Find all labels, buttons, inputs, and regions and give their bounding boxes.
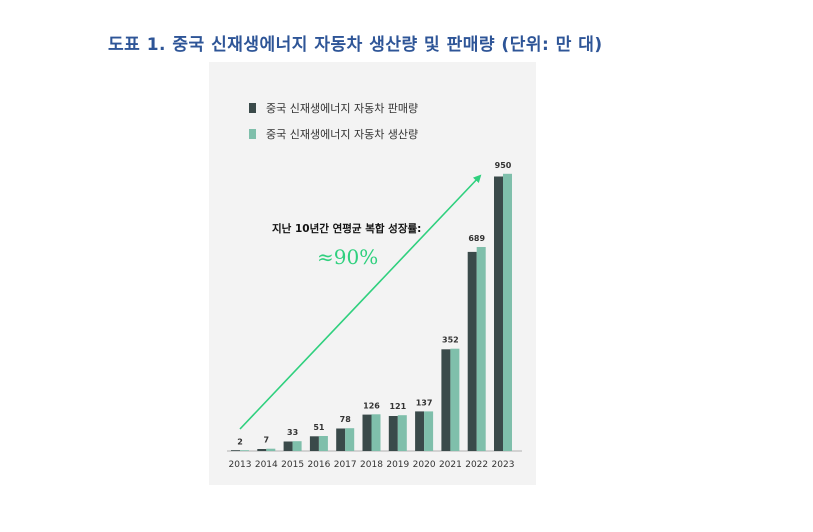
bar-production-2017 [345, 428, 355, 451]
x-tick-2022: 2022 [465, 460, 488, 470]
value-label-2018: 126 [363, 401, 380, 410]
value-label-2019: 121 [389, 402, 406, 411]
legend-label-sales: 중국 신재생에너지 자동차 판매량 [266, 102, 418, 115]
value-label-2016: 51 [313, 423, 325, 432]
x-tick-2015: 2015 [281, 460, 304, 470]
bar-sales-2017 [336, 428, 346, 451]
growth-annotation-value: ≈90% [317, 245, 378, 269]
chart-legend: 중국 신재생에너지 자동차 판매량 중국 신재생에너지 자동차 생산량 [249, 102, 418, 141]
x-tick-2020: 2020 [413, 460, 436, 470]
x-tick-2016: 2016 [307, 460, 330, 470]
value-label-2014: 7 [264, 436, 270, 445]
bar-sales-2021 [441, 349, 451, 451]
value-label-2015: 33 [287, 428, 298, 437]
legend-swatch-sales [249, 103, 256, 113]
x-tick-2023: 2023 [492, 460, 515, 470]
page-title: 도표 1. 중국 신재생에너지 자동차 생산량 및 판매량 (단위: 만 대) [108, 35, 603, 55]
value-label-2013: 2 [237, 437, 243, 446]
value-label-2017: 78 [340, 415, 352, 424]
x-axis-ticks: 2013 2014 2015 2016 2017 2018 2019 2020 2021 2022… [229, 460, 515, 470]
legend-swatch-production [249, 129, 256, 139]
bar-sales-2018 [362, 414, 372, 451]
growth-annotation: 지난 10년간 연평균 복합 성장률: ≈90% [239, 174, 482, 430]
bar-production-2018 [371, 414, 381, 451]
legend-label-production: 중국 신재생에너지 자동차 생산량 [266, 128, 418, 141]
x-tick-2019: 2019 [386, 460, 409, 470]
bar-sales-2019 [388, 416, 398, 451]
bar-production-2023 [503, 173, 512, 452]
bar-sales-2014 [257, 449, 267, 451]
x-tick-2013: 2013 [229, 460, 252, 470]
value-label-2022: 689 [468, 234, 485, 243]
bar-sales-2023 [494, 176, 503, 451]
chart-panel: 중국 신재생에너지 자동차 판매량 중국 신재생에너지 자동차 생산량 지난 1… [209, 62, 536, 485]
value-labels-layer: 2 7 33 51 78 126 121 137 352 689 950 [237, 161, 512, 447]
bar-sales-2016 [309, 436, 319, 451]
value-label-2023: 950 [495, 161, 512, 170]
value-label-2021: 352 [442, 336, 459, 345]
value-label-2020: 137 [416, 398, 433, 407]
bar-production-2020 [424, 411, 434, 451]
bar-production-2016 [318, 436, 328, 451]
bar-sales-2013 [231, 450, 240, 451]
bar-sales-2020 [415, 411, 425, 451]
bar-chart: 중국 신재생에너지 자동차 판매량 중국 신재생에너지 자동차 생산량 지난 1… [227, 102, 522, 470]
bar-production-2021 [450, 348, 460, 451]
bar-production-2013 [240, 450, 249, 451]
bar-production-2022 [476, 247, 486, 451]
x-tick-2017: 2017 [334, 460, 357, 470]
x-tick-2021: 2021 [439, 460, 462, 470]
bar-production-2015 [292, 441, 302, 451]
bar-sales-2015 [283, 441, 293, 451]
bar-production-2014 [266, 448, 276, 451]
bars-layer [231, 173, 512, 452]
x-tick-2014: 2014 [255, 460, 278, 470]
bar-production-2019 [397, 415, 407, 451]
growth-annotation-label: 지난 10년간 연평균 복합 성장률: [272, 222, 421, 235]
growth-trend-arrow [239, 174, 482, 430]
x-tick-2018: 2018 [360, 460, 383, 470]
bar-sales-2022 [467, 251, 477, 451]
